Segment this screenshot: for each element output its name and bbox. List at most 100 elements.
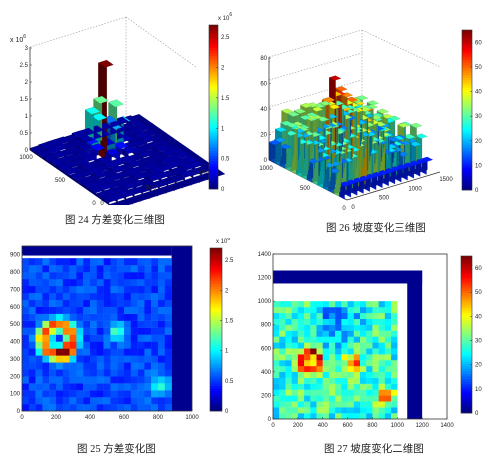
fig25-colorbar-swatch [210, 405, 222, 409]
fig27-colorbar-tick: 30 [475, 339, 482, 345]
fig27-cell [366, 330, 373, 337]
fig25-cell [158, 397, 165, 405]
fig25-cell [117, 355, 125, 363]
fig25-cell [76, 348, 84, 356]
fig27-cell [391, 307, 398, 314]
fig25-cell [164, 355, 172, 363]
fig25-cell [28, 279, 36, 287]
fig27-cell [297, 401, 305, 408]
fig25-cell [76, 376, 84, 384]
fig24-colorbar-swatch [209, 40, 218, 44]
fig25-cell [137, 292, 145, 301]
fig25-cell [117, 327, 125, 335]
fig26-colorbar-swatch [462, 47, 472, 51]
fig27-cell [291, 360, 299, 367]
fig27-cell [285, 318, 292, 325]
fig25-cell [62, 285, 70, 294]
fig25-cell [62, 390, 70, 398]
fig27-colorbar-swatch [461, 349, 472, 352]
fig25-cell [49, 327, 57, 335]
fig25-cell [130, 397, 138, 405]
fig27-cell [310, 342, 317, 349]
fig27-cell [328, 330, 336, 337]
fig25-colorbar-swatch [210, 301, 222, 305]
fig25-colorbar-swatch [210, 382, 222, 386]
fig27-colorbar-swatch [461, 263, 472, 267]
fig27-cell [347, 330, 354, 337]
fig25-cell [35, 334, 43, 342]
fig25-cell [124, 327, 131, 335]
fig25-cell [62, 299, 70, 307]
fig26-block-top [338, 181, 352, 187]
fig25-cell [164, 320, 172, 328]
fig25-cell [164, 404, 172, 412]
fig25-cell [83, 341, 91, 349]
fig25-cell [83, 348, 91, 356]
fig25-cell [56, 397, 63, 405]
fig27-cell [285, 371, 292, 378]
fig27-cell [353, 377, 361, 384]
fig25-colorbar-tick: 0 [225, 409, 229, 415]
fig25-colorbar-swatch [210, 380, 222, 384]
fig25-cell [69, 334, 77, 342]
fig24-block-top [95, 190, 112, 199]
fig25-colorbar-swatch [210, 398, 222, 402]
fig25-cell [76, 285, 84, 294]
fig27-colorbar-swatch [461, 373, 472, 377]
fig27-cell [347, 354, 354, 361]
fig27-colorbar-swatch [461, 260, 472, 264]
fig25-cell [90, 404, 97, 412]
fig25-cell [28, 327, 36, 335]
fig27-colorbar-swatch [461, 336, 472, 340]
fig24-block-top [143, 155, 159, 164]
fig25-cell [151, 355, 159, 363]
fig24-surface [29, 60, 226, 205]
fig27-cell [335, 330, 342, 337]
fig27-cell [378, 407, 386, 414]
fig27-cell [297, 413, 305, 420]
fig27-cell [310, 324, 317, 331]
fig25-colorbar-swatch [210, 270, 222, 274]
fig25-cell [90, 279, 97, 287]
fig24-colorbar-swatch [209, 145, 218, 149]
fig25-cell [124, 313, 131, 321]
fig25-cell [28, 362, 36, 370]
fig27-cell [297, 371, 305, 378]
fig25-cell [90, 369, 97, 377]
fig27-cell [366, 413, 373, 420]
fig25-cell [90, 285, 97, 294]
fig26-colorbar-swatch [462, 162, 472, 166]
fig26-colorbar-swatch [462, 107, 472, 111]
fig27-cell [378, 318, 386, 325]
fig25-cell [110, 265, 118, 273]
fig24-colorbar-swatch [209, 124, 218, 128]
fig27-colorbar-tick: 20 [475, 363, 482, 369]
fig24-z-label: x 106 [10, 34, 26, 44]
fig26-colorbar-swatch [462, 157, 472, 161]
fig27-cell [353, 383, 361, 390]
fig27-cell [285, 389, 292, 396]
fig24-z-tick: 3 [25, 46, 29, 52]
fig25-cell [22, 258, 29, 266]
fig27-cell [273, 342, 280, 349]
fig27-cell [322, 401, 330, 408]
fig26-colorbar-swatch [462, 117, 472, 121]
fig27-cell [285, 401, 292, 408]
fig25-colorbar-swatch [210, 304, 222, 307]
fig25-y-tick: 300 [10, 357, 21, 363]
fig25-cell [83, 272, 91, 280]
fig25-colorbar-swatch [210, 385, 222, 389]
fig25-y-tick: 100 [10, 392, 21, 398]
fig25-cell [164, 376, 172, 384]
fig25-colorbar-swatch [210, 365, 222, 369]
fig27-cell [279, 395, 286, 402]
fig26-block-top [376, 108, 389, 114]
fig27-cell [285, 301, 292, 308]
fig27-cell [372, 401, 379, 408]
fig27-cell [304, 307, 311, 314]
fig25-cell [110, 334, 118, 342]
fig26-colorbar-swatch [462, 187, 472, 191]
fig27-cell [322, 407, 330, 414]
fig24-colorbar-swatch [209, 117, 218, 121]
fig27-colorbar-swatch [461, 368, 472, 372]
